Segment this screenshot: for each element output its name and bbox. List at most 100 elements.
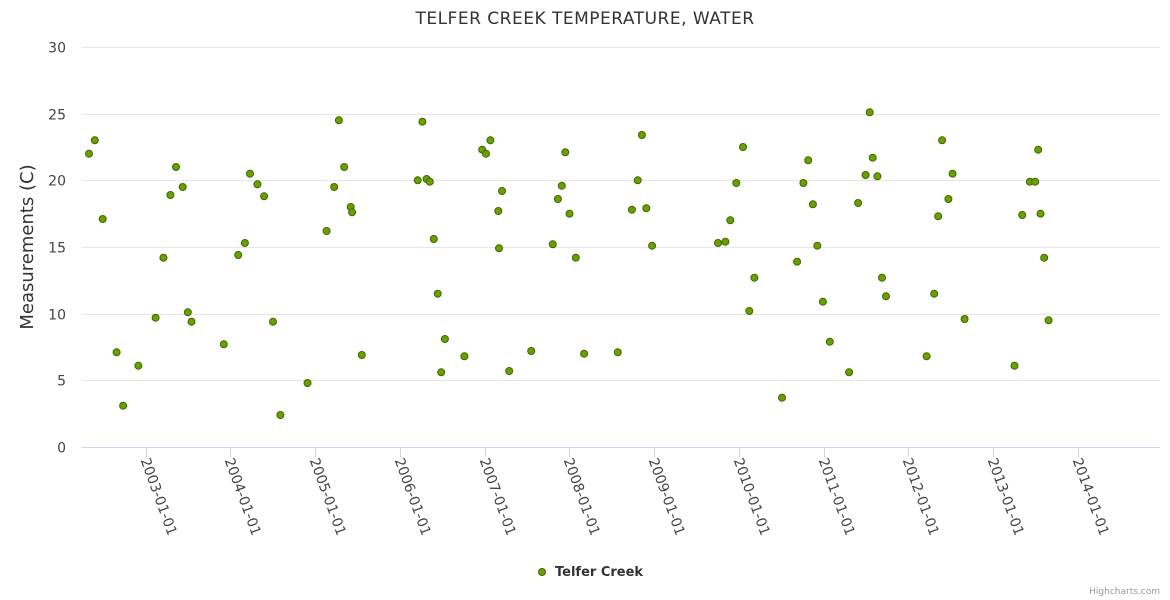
data-point[interactable] <box>813 241 822 250</box>
data-point[interactable] <box>418 117 427 126</box>
y-tick-label: 10 <box>48 308 66 324</box>
data-point[interactable] <box>799 179 808 187</box>
data-point[interactable] <box>633 176 642 185</box>
data-point[interactable] <box>494 207 503 215</box>
data-point[interactable] <box>721 237 730 246</box>
data-point[interactable] <box>440 335 449 343</box>
data-point[interactable] <box>627 205 636 214</box>
data-point[interactable] <box>960 315 969 323</box>
data-point[interactable] <box>732 179 741 187</box>
data-point[interactable] <box>561 148 570 157</box>
data-point[interactable] <box>637 131 646 139</box>
legend-item-telfer-creek[interactable]: Telfer Creek <box>555 565 643 580</box>
data-point[interactable] <box>166 191 175 199</box>
data-point[interactable] <box>1031 177 1040 186</box>
data-point[interactable] <box>334 116 343 125</box>
data-point[interactable] <box>246 169 254 178</box>
data-point[interactable] <box>90 136 99 145</box>
data-point[interactable] <box>260 192 269 201</box>
data-point[interactable] <box>340 163 349 171</box>
data-point[interactable] <box>1034 145 1043 154</box>
data-point[interactable] <box>613 348 622 357</box>
data-point[interactable] <box>1036 209 1045 218</box>
data-point[interactable] <box>873 172 882 181</box>
data-point[interactable] <box>726 216 735 225</box>
data-point[interactable] <box>219 340 228 349</box>
data-point[interactable] <box>808 200 817 209</box>
data-point[interactable] <box>571 253 580 262</box>
data-point[interactable] <box>437 368 446 377</box>
data-point[interactable] <box>429 235 438 243</box>
data-point[interactable] <box>172 163 180 171</box>
data-point[interactable] <box>505 367 514 375</box>
data-point[interactable] <box>845 368 854 377</box>
data-point[interactable] <box>433 289 442 298</box>
data-point[interactable] <box>938 136 947 145</box>
data-point[interactable] <box>868 153 877 162</box>
data-point[interactable] <box>527 347 536 355</box>
scatter-series-telfer-creek[interactable] <box>85 108 1053 419</box>
data-point[interactable] <box>234 251 243 259</box>
data-point[interactable] <box>330 183 339 191</box>
data-point[interactable] <box>495 244 503 253</box>
data-point[interactable] <box>1040 253 1049 262</box>
legend[interactable]: Telfer Creek <box>538 565 644 580</box>
data-point[interactable] <box>930 289 939 298</box>
data-point[interactable] <box>183 308 192 317</box>
data-point[interactable] <box>348 208 357 217</box>
data-point[interactable] <box>922 352 931 361</box>
data-point[interactable] <box>882 292 890 301</box>
data-point[interactable] <box>151 313 160 322</box>
data-point[interactable] <box>804 156 813 165</box>
data-point[interactable] <box>159 253 168 262</box>
data-point[interactable] <box>357 351 366 359</box>
data-point[interactable] <box>460 352 469 361</box>
data-point[interactable] <box>178 183 187 191</box>
chart-title: TELFER CREEK TEMPERATURE, WATER <box>414 9 754 29</box>
data-point[interactable] <box>854 199 863 207</box>
data-point[interactable] <box>112 348 121 357</box>
data-point[interactable] <box>486 136 495 145</box>
data-point[interactable] <box>944 195 953 203</box>
data-point[interactable] <box>303 379 312 387</box>
data-point[interactable] <box>322 227 331 235</box>
data-point[interactable] <box>739 143 747 151</box>
data-point[interactable] <box>187 317 196 326</box>
data-point[interactable] <box>778 393 786 402</box>
data-point[interactable] <box>745 307 754 315</box>
data-point[interactable] <box>98 215 107 223</box>
data-point[interactable] <box>119 401 128 410</box>
data-point[interactable] <box>793 257 802 266</box>
data-point[interactable] <box>1018 211 1027 219</box>
data-point[interactable] <box>413 176 422 185</box>
data-point[interactable] <box>269 317 277 326</box>
data-point[interactable] <box>85 149 93 158</box>
data-point[interactable] <box>548 240 557 249</box>
data-point[interactable] <box>818 297 827 306</box>
data-point[interactable] <box>648 241 657 250</box>
credits-link[interactable]: Highcharts.com <box>1089 587 1160 597</box>
data-point[interactable] <box>134 361 143 370</box>
data-point[interactable] <box>1010 361 1019 370</box>
legend-marker[interactable] <box>538 568 546 576</box>
data-point[interactable] <box>642 204 651 213</box>
data-point[interactable] <box>878 273 886 282</box>
data-point[interactable] <box>482 149 490 158</box>
data-point[interactable] <box>948 169 957 178</box>
data-point[interactable] <box>714 239 722 247</box>
data-point[interactable] <box>1044 316 1053 325</box>
data-point[interactable] <box>253 180 262 189</box>
data-point[interactable] <box>425 177 434 186</box>
data-point[interactable] <box>580 349 589 358</box>
data-point[interactable] <box>750 273 759 282</box>
data-point[interactable] <box>861 171 870 179</box>
data-point[interactable] <box>565 209 574 218</box>
data-point[interactable] <box>825 337 834 346</box>
data-point[interactable] <box>865 108 874 117</box>
data-point[interactable] <box>240 239 249 247</box>
data-point[interactable] <box>553 195 562 203</box>
data-point[interactable] <box>276 411 285 419</box>
data-point[interactable] <box>557 181 566 190</box>
data-point[interactable] <box>498 187 506 195</box>
data-point[interactable] <box>934 212 943 221</box>
